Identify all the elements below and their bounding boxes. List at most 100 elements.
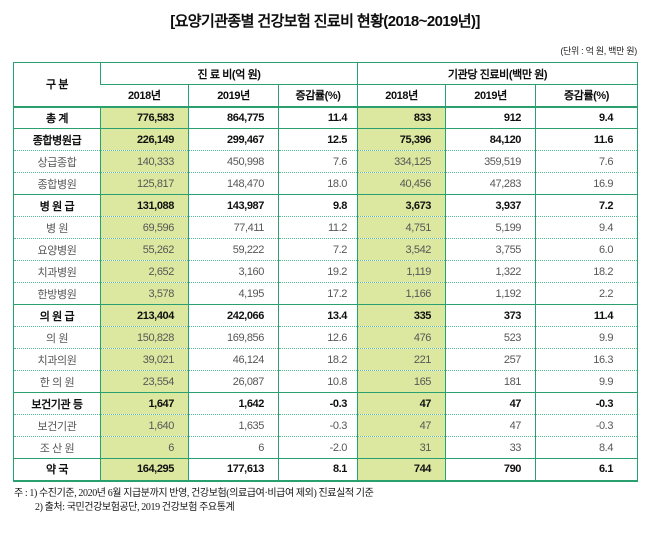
row-label: 종합병원	[13, 172, 101, 195]
row-label: 치과병원	[13, 260, 101, 283]
table-row: 한 의 원 23,554 26,087 10.8 165 181 9.9	[13, 370, 638, 393]
cell: 7.2	[277, 238, 358, 261]
row-label: 한방병원	[13, 282, 101, 305]
cell: 169,856	[188, 326, 279, 349]
cell: 3,673	[357, 194, 446, 217]
cell: 177,613	[188, 458, 279, 481]
cell: 165	[357, 370, 446, 393]
group-header-cost-per-institution: 기관당 진료비(백만 원)	[357, 62, 638, 85]
cell: 31	[357, 436, 446, 459]
cell: 373	[445, 304, 536, 327]
cell: -2.0	[277, 436, 358, 459]
cell: 9.9	[535, 370, 638, 393]
cell: -0.3	[535, 414, 638, 437]
cell: 3,542	[357, 238, 446, 261]
cell: 6	[188, 436, 279, 459]
row-label: 의 원 급	[13, 304, 101, 327]
cell: 4,751	[357, 216, 446, 239]
cell: 7.2	[535, 194, 638, 217]
cell: 164,295	[100, 458, 189, 481]
row-label: 병 원 급	[13, 194, 101, 217]
cell: 181	[445, 370, 536, 393]
table-row: 병 원 69,596 77,411 11.2 4,751 5,199 9.4	[13, 216, 638, 239]
table-row: 약 국 164,295 177,613 8.1 744 790 6.1	[13, 458, 638, 481]
table-row: 한방병원 3,578 4,195 17.2 1,166 1,192 2.2	[13, 282, 638, 305]
row-label: 의 원	[13, 326, 101, 349]
cell: 4,195	[188, 282, 279, 305]
cell: 242,066	[188, 304, 279, 327]
cell: 47	[445, 392, 536, 415]
cell: 5,199	[445, 216, 536, 239]
cell: 11.2	[277, 216, 358, 239]
cell: 69,596	[100, 216, 189, 239]
cell: 1,166	[357, 282, 446, 305]
cell: 19.2	[277, 260, 358, 283]
row-label: 총 계	[45, 112, 69, 125]
cell: 864,775	[188, 106, 279, 129]
cell: 150,828	[100, 326, 189, 349]
page-title: [요양기관종별 건강보험 진료비 현황(2018~2019년)]	[170, 13, 480, 30]
sub-header-2019-right: 2019년	[445, 84, 536, 108]
cell: 744	[357, 458, 446, 481]
cell: 84,120	[445, 128, 536, 151]
table-row: 병 원 급 131,088 143,987 9.8 3,673 3,937 7.2	[13, 194, 638, 217]
cell: 1,647	[100, 392, 189, 415]
cell: 1,642	[188, 392, 279, 415]
cell: 3,160	[188, 260, 279, 283]
cell: 11.6	[535, 128, 638, 151]
cell: 125,817	[100, 172, 189, 195]
cell: 8.1	[277, 458, 358, 481]
cell: 221	[357, 348, 446, 371]
table-row: 조 산 원 6 6 -2.0 31 33 8.4	[13, 436, 638, 459]
row-label: 요양병원	[13, 238, 101, 261]
cell: 47	[445, 414, 536, 437]
sub-header-rate-left: 증감률(%)	[277, 84, 358, 108]
cell: 335	[357, 304, 446, 327]
row-label: 약 국	[13, 458, 101, 481]
cell: -0.3	[277, 414, 358, 437]
table-body: 총 계 776,583 864,775 11.4 833 912 9.4 종합병원급 226,1…	[13, 106, 638, 481]
cell: 1,640	[100, 414, 189, 437]
cell: 790	[445, 458, 536, 481]
cell: 2.2	[535, 282, 638, 305]
table-row: 의 원 급 213,404 242,066 13.4 335 373 11.4	[13, 304, 638, 327]
unit-note: (단위 : 억 원, 백만 원)	[560, 46, 637, 56]
cell: 3,937	[445, 194, 536, 217]
cell: 359,519	[445, 150, 536, 173]
row-label: 병 원	[13, 216, 101, 239]
row-label: 종합병원급	[13, 128, 101, 151]
cell: 3,578	[100, 282, 189, 305]
sub-header-2018-left: 2018년	[100, 84, 189, 108]
sub-header-rate-right: 증감률(%)	[535, 84, 638, 108]
cell: 226,149	[100, 128, 189, 151]
cell: 33	[445, 436, 536, 459]
cell: 77,411	[188, 216, 279, 239]
row-label: 조 산 원	[13, 436, 101, 459]
cell: 9.9	[535, 326, 638, 349]
cell: 55,262	[100, 238, 189, 261]
cell: 18.2	[535, 260, 638, 283]
cell: 7.6	[277, 150, 358, 173]
cell: 523	[445, 326, 536, 349]
cell: 8.4	[535, 436, 638, 459]
cell: 1,635	[188, 414, 279, 437]
cell: 39,021	[100, 348, 189, 371]
cell: 3,755	[445, 238, 536, 261]
table-row: 종합병원 125,817 148,470 18.0 40,456 47,283 16.9	[13, 172, 638, 195]
cell: 59,222	[188, 238, 279, 261]
cell: 1,192	[445, 282, 536, 305]
cell: 1,119	[357, 260, 446, 283]
table-row: 상급종합 140,333 450,998 7.6 334,125 359,519 7.6	[13, 150, 638, 173]
cell: 46,124	[188, 348, 279, 371]
table-row: 요양병원 55,262 59,222 7.2 3,542 3,755 6.0	[13, 238, 638, 261]
cell: 7.6	[535, 150, 638, 173]
cell: 833	[357, 106, 446, 129]
sub-header-2019-left: 2019년	[188, 84, 279, 108]
table-row: 의 원 150,828 169,856 12.6 476 523 9.9	[13, 326, 638, 349]
cell: 1,322	[445, 260, 536, 283]
cell: 13.4	[277, 304, 358, 327]
cell: 18.2	[277, 348, 358, 371]
cell: 148,470	[188, 172, 279, 195]
row-label: 보건기관	[13, 414, 101, 437]
